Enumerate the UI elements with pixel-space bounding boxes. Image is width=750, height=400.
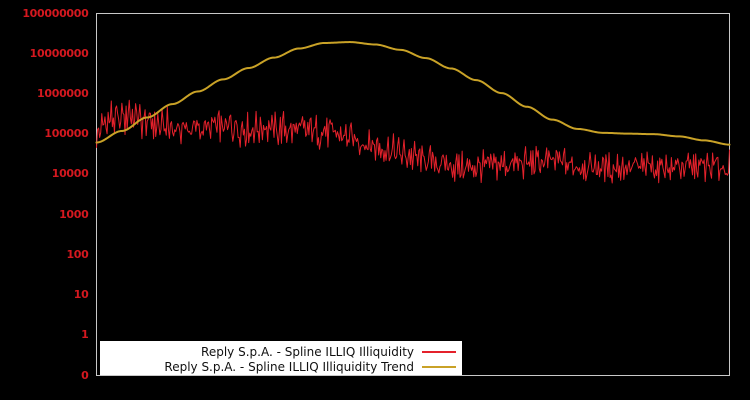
y-axis-tick-10000: 10000 [51,167,89,181]
legend-color-swatch [422,350,456,353]
y-axis-tick-1000000: 1000000 [37,86,89,100]
legend-entry-0[interactable]: Reply S.p.A. - Spline ILLIQ Illiquidity [106,344,456,359]
legend-entry-1[interactable]: Reply S.p.A. - Spline ILLIQ Illiquidity … [106,359,456,374]
y-axis-tick-10000000: 10000000 [29,46,89,60]
plot-frame [96,13,730,376]
y-axis-tick-100000: 100000 [44,127,89,141]
series-line-illiquidity [96,99,730,184]
y-axis-tick-0: 0 [81,368,89,382]
series-line-illiquidity-trend [95,41,731,146]
y-axis-tick-10: 10 [73,288,89,302]
chart-legend[interactable]: Reply S.p.A. - Spline ILLIQ Illiquidity R… [100,341,462,375]
y-axis-tick-100000000: 100000000 [22,6,89,20]
series-group [95,41,731,184]
y-axis-tick-100: 100 [66,247,89,261]
legend-label: Reply S.p.A. - Spline ILLIQ Illiquidity [201,344,414,359]
legend-label: Reply S.p.A. - Spline ILLIQ Illiquidity … [164,359,414,374]
y-axis-tick-1000: 1000 [59,207,89,221]
y-axis-tick-1: 1 [81,328,89,342]
legend-color-swatch [422,365,456,368]
